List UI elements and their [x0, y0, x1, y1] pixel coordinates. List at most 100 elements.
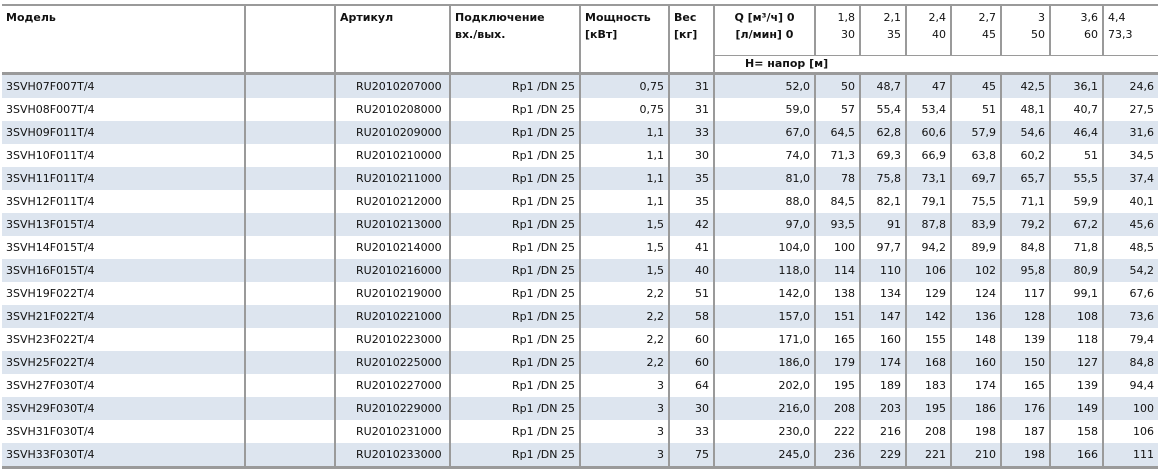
head-value-cell: 91	[859, 213, 906, 236]
head-value-cell: 57	[814, 98, 860, 121]
table-row: 3SVH29F030T/4 RU2010229000 Rp1 /DN 25 3 30 21…	[2, 397, 1158, 420]
head-value-cell: 47	[905, 73, 951, 98]
header-q-col: 2,4 40	[905, 5, 951, 56]
table-row: 3SVH21F022T/4 RU2010221000 Rp1 /DN 25 2,2 58…	[2, 305, 1158, 328]
connection-cell: Rp1 /DN 25	[449, 121, 580, 144]
head-value-cell: 37,4	[1102, 167, 1158, 190]
head-value-cell: 51	[950, 98, 1001, 121]
pump-spec-table: Модель Артикул Подключение вх./вых. Мощно…	[2, 4, 1158, 469]
q-lmin-value: 30	[841, 28, 855, 41]
power-cell: 2,2	[579, 305, 669, 328]
blank-cell	[244, 282, 335, 305]
head-value-cell: 50	[814, 73, 860, 98]
head-value-cell: 100	[1102, 397, 1158, 420]
head-value-cell: 88,0	[713, 190, 815, 213]
q-lmin-value: 45	[982, 28, 996, 41]
head-value-cell: 118	[1049, 328, 1103, 351]
blank-cell	[244, 351, 335, 374]
head-value-cell: 57,9	[950, 121, 1001, 144]
head-value-cell: 176	[1000, 397, 1050, 420]
head-value-cell: 73,6	[1102, 305, 1158, 328]
head-value-cell: 208	[905, 420, 951, 443]
head-value-cell: 195	[905, 397, 951, 420]
head-value-cell: 97,0	[713, 213, 815, 236]
header-head-label: H= напор [м]	[713, 55, 1158, 74]
model-cell: 3SVH12F011T/4	[6, 195, 95, 208]
power-cell: 2,2	[579, 351, 669, 374]
head-value-cell: 198	[1000, 443, 1050, 468]
header-connection-line2: вх./вых.	[455, 28, 506, 41]
head-value-cell: 48,5	[1102, 236, 1158, 259]
q-lmin-value: 35	[887, 28, 901, 41]
blank-cell	[244, 305, 335, 328]
header-q-col: 3 50	[1000, 5, 1050, 56]
header-blank	[244, 5, 335, 74]
head-value-cell: 158	[1049, 420, 1103, 443]
head-value-cell: 149	[1049, 397, 1103, 420]
header-power-line2: [кВт]	[585, 28, 618, 41]
table-row: 3SVH16F015T/4 RU2010216000 Rp1 /DN 25 1,5 40…	[2, 259, 1158, 282]
article-cell: RU2010208000	[334, 98, 450, 121]
weight-cell: 30	[668, 397, 714, 420]
header-q-m3h-label: Q [м³/ч] 0	[734, 11, 795, 24]
article-cell: RU2010219000	[334, 282, 450, 305]
head-value-cell: 79,4	[1102, 328, 1158, 351]
connection-cell: Rp1 /DN 25	[449, 98, 580, 121]
table-row: 3SVH12F011T/4 RU2010212000 Rp1 /DN 25 1,1 35…	[2, 190, 1158, 213]
head-value-cell: 127	[1049, 351, 1103, 374]
article-cell: RU2010233000	[334, 443, 450, 468]
table-row: 3SVH13F015T/4 RU2010213000 Rp1 /DN 25 1,5 42…	[2, 213, 1158, 236]
head-value-cell: 82,1	[859, 190, 906, 213]
table-row: 3SVH33F030T/4 RU2010233000 Rp1 /DN 25 3 75 24…	[2, 443, 1158, 468]
weight-cell: 33	[668, 121, 714, 144]
connection-cell: Rp1 /DN 25	[449, 73, 580, 98]
head-value-cell: 52,0	[713, 73, 815, 98]
header-power: Мощность [кВт]	[579, 5, 669, 74]
article-cell: RU2010223000	[334, 328, 450, 351]
head-value-cell: 99,1	[1049, 282, 1103, 305]
model-cell: 3SVH31F030T/4	[6, 425, 95, 438]
blank-cell	[244, 121, 335, 144]
header-model: Модель	[6, 11, 56, 24]
head-value-cell: 208	[814, 397, 860, 420]
head-value-cell: 157,0	[713, 305, 815, 328]
model-cell: 3SVH21F022T/4	[6, 310, 95, 323]
header-q-col: 2,7 45	[950, 5, 1001, 56]
head-value-cell: 236	[814, 443, 860, 468]
table-row: 3SVH07F007T/4 RU2010207000 Rp1 /DN 25 0,75 3…	[2, 73, 1158, 98]
article-cell: RU2010214000	[334, 236, 450, 259]
connection-cell: Rp1 /DN 25	[449, 420, 580, 443]
head-value-cell: 62,8	[859, 121, 906, 144]
power-cell: 1,1	[579, 190, 669, 213]
head-value-cell: 42,5	[1000, 73, 1050, 98]
head-value-cell: 139	[1000, 328, 1050, 351]
head-value-cell: 54,6	[1000, 121, 1050, 144]
table-row: 3SVH19F022T/4 RU2010219000 Rp1 /DN 25 2,2 51…	[2, 282, 1158, 305]
header-q-lmin-label: [л/мин] 0	[735, 28, 794, 41]
connection-cell: Rp1 /DN 25	[449, 282, 580, 305]
article-cell: RU2010229000	[334, 397, 450, 420]
head-value-cell: 69,3	[859, 144, 906, 167]
header-q-col: 1,8 30	[814, 5, 860, 56]
head-value-cell: 34,5	[1102, 144, 1158, 167]
power-cell: 1,1	[579, 121, 669, 144]
head-value-cell: 54,2	[1102, 259, 1158, 282]
model-cell: 3SVH16F015T/4	[6, 264, 95, 277]
head-value-cell: 155	[905, 328, 951, 351]
weight-cell: 51	[668, 282, 714, 305]
head-value-cell: 189	[859, 374, 906, 397]
head-value-cell: 165	[814, 328, 860, 351]
head-value-cell: 27,5	[1102, 98, 1158, 121]
head-value-cell: 108	[1049, 305, 1103, 328]
head-value-cell: 222	[814, 420, 860, 443]
power-cell: 0,75	[579, 73, 669, 98]
head-value-cell: 79,1	[905, 190, 951, 213]
head-value-cell: 183	[905, 374, 951, 397]
connection-cell: Rp1 /DN 25	[449, 236, 580, 259]
power-cell: 1,1	[579, 167, 669, 190]
weight-cell: 42	[668, 213, 714, 236]
head-value-cell: 65,7	[1000, 167, 1050, 190]
model-cell: 3SVH33F030T/4	[6, 448, 95, 461]
head-value-cell: 114	[814, 259, 860, 282]
article-cell: RU2010213000	[334, 213, 450, 236]
